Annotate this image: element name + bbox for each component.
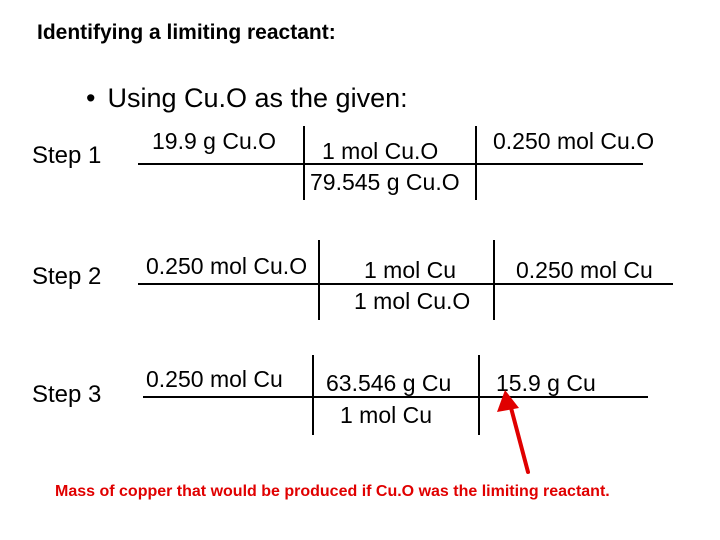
step-3-divider-2 (478, 355, 480, 435)
step-2-given: 0.250 mol Cu.O (146, 253, 308, 279)
step-2-fraction-line (138, 283, 673, 285)
bullet-marker: • (86, 83, 96, 113)
step-3-label: Step 3 (32, 381, 102, 408)
step-2-divider-2 (493, 240, 495, 320)
bullet-point: • Using Cu.O as the given: (86, 80, 408, 116)
step-2-factor-numerator: 1 mol Cu (364, 257, 457, 283)
step-3-factor-numerator: 63.546 g Cu (326, 370, 452, 396)
step-1-factor-denominator: 79.545 g Cu.O (310, 169, 460, 195)
bullet-text: Using Cu.O as the given: (107, 83, 408, 113)
step-2-factor-denominator: 1 mol Cu.O (354, 288, 471, 314)
step-1-fraction-line (138, 163, 643, 165)
step-3-fraction-line (143, 396, 648, 398)
step-2-divider-1 (318, 240, 320, 320)
red-arrow-icon (497, 390, 530, 474)
step-1-given: 19.9 g Cu.O (152, 128, 277, 154)
step-1-factor-numerator: 1 mol Cu.O (322, 138, 439, 164)
step-3-factor-denominator: 1 mol Cu (340, 402, 433, 428)
step-2-result: 0.250 mol Cu (516, 257, 653, 283)
annotation-note: Mass of copper that would be produced if… (55, 483, 610, 500)
slide-title: Identifying a limiting reactant: (37, 21, 336, 44)
step-3-divider-1 (312, 355, 314, 435)
step-3-given: 0.250 mol Cu (146, 366, 283, 392)
step-3-result: 15.9 g Cu (496, 370, 596, 396)
step-1-label: Step 1 (32, 142, 102, 169)
step-2-label: Step 2 (32, 263, 102, 290)
step-1-result: 0.250 mol Cu.O (493, 128, 655, 154)
